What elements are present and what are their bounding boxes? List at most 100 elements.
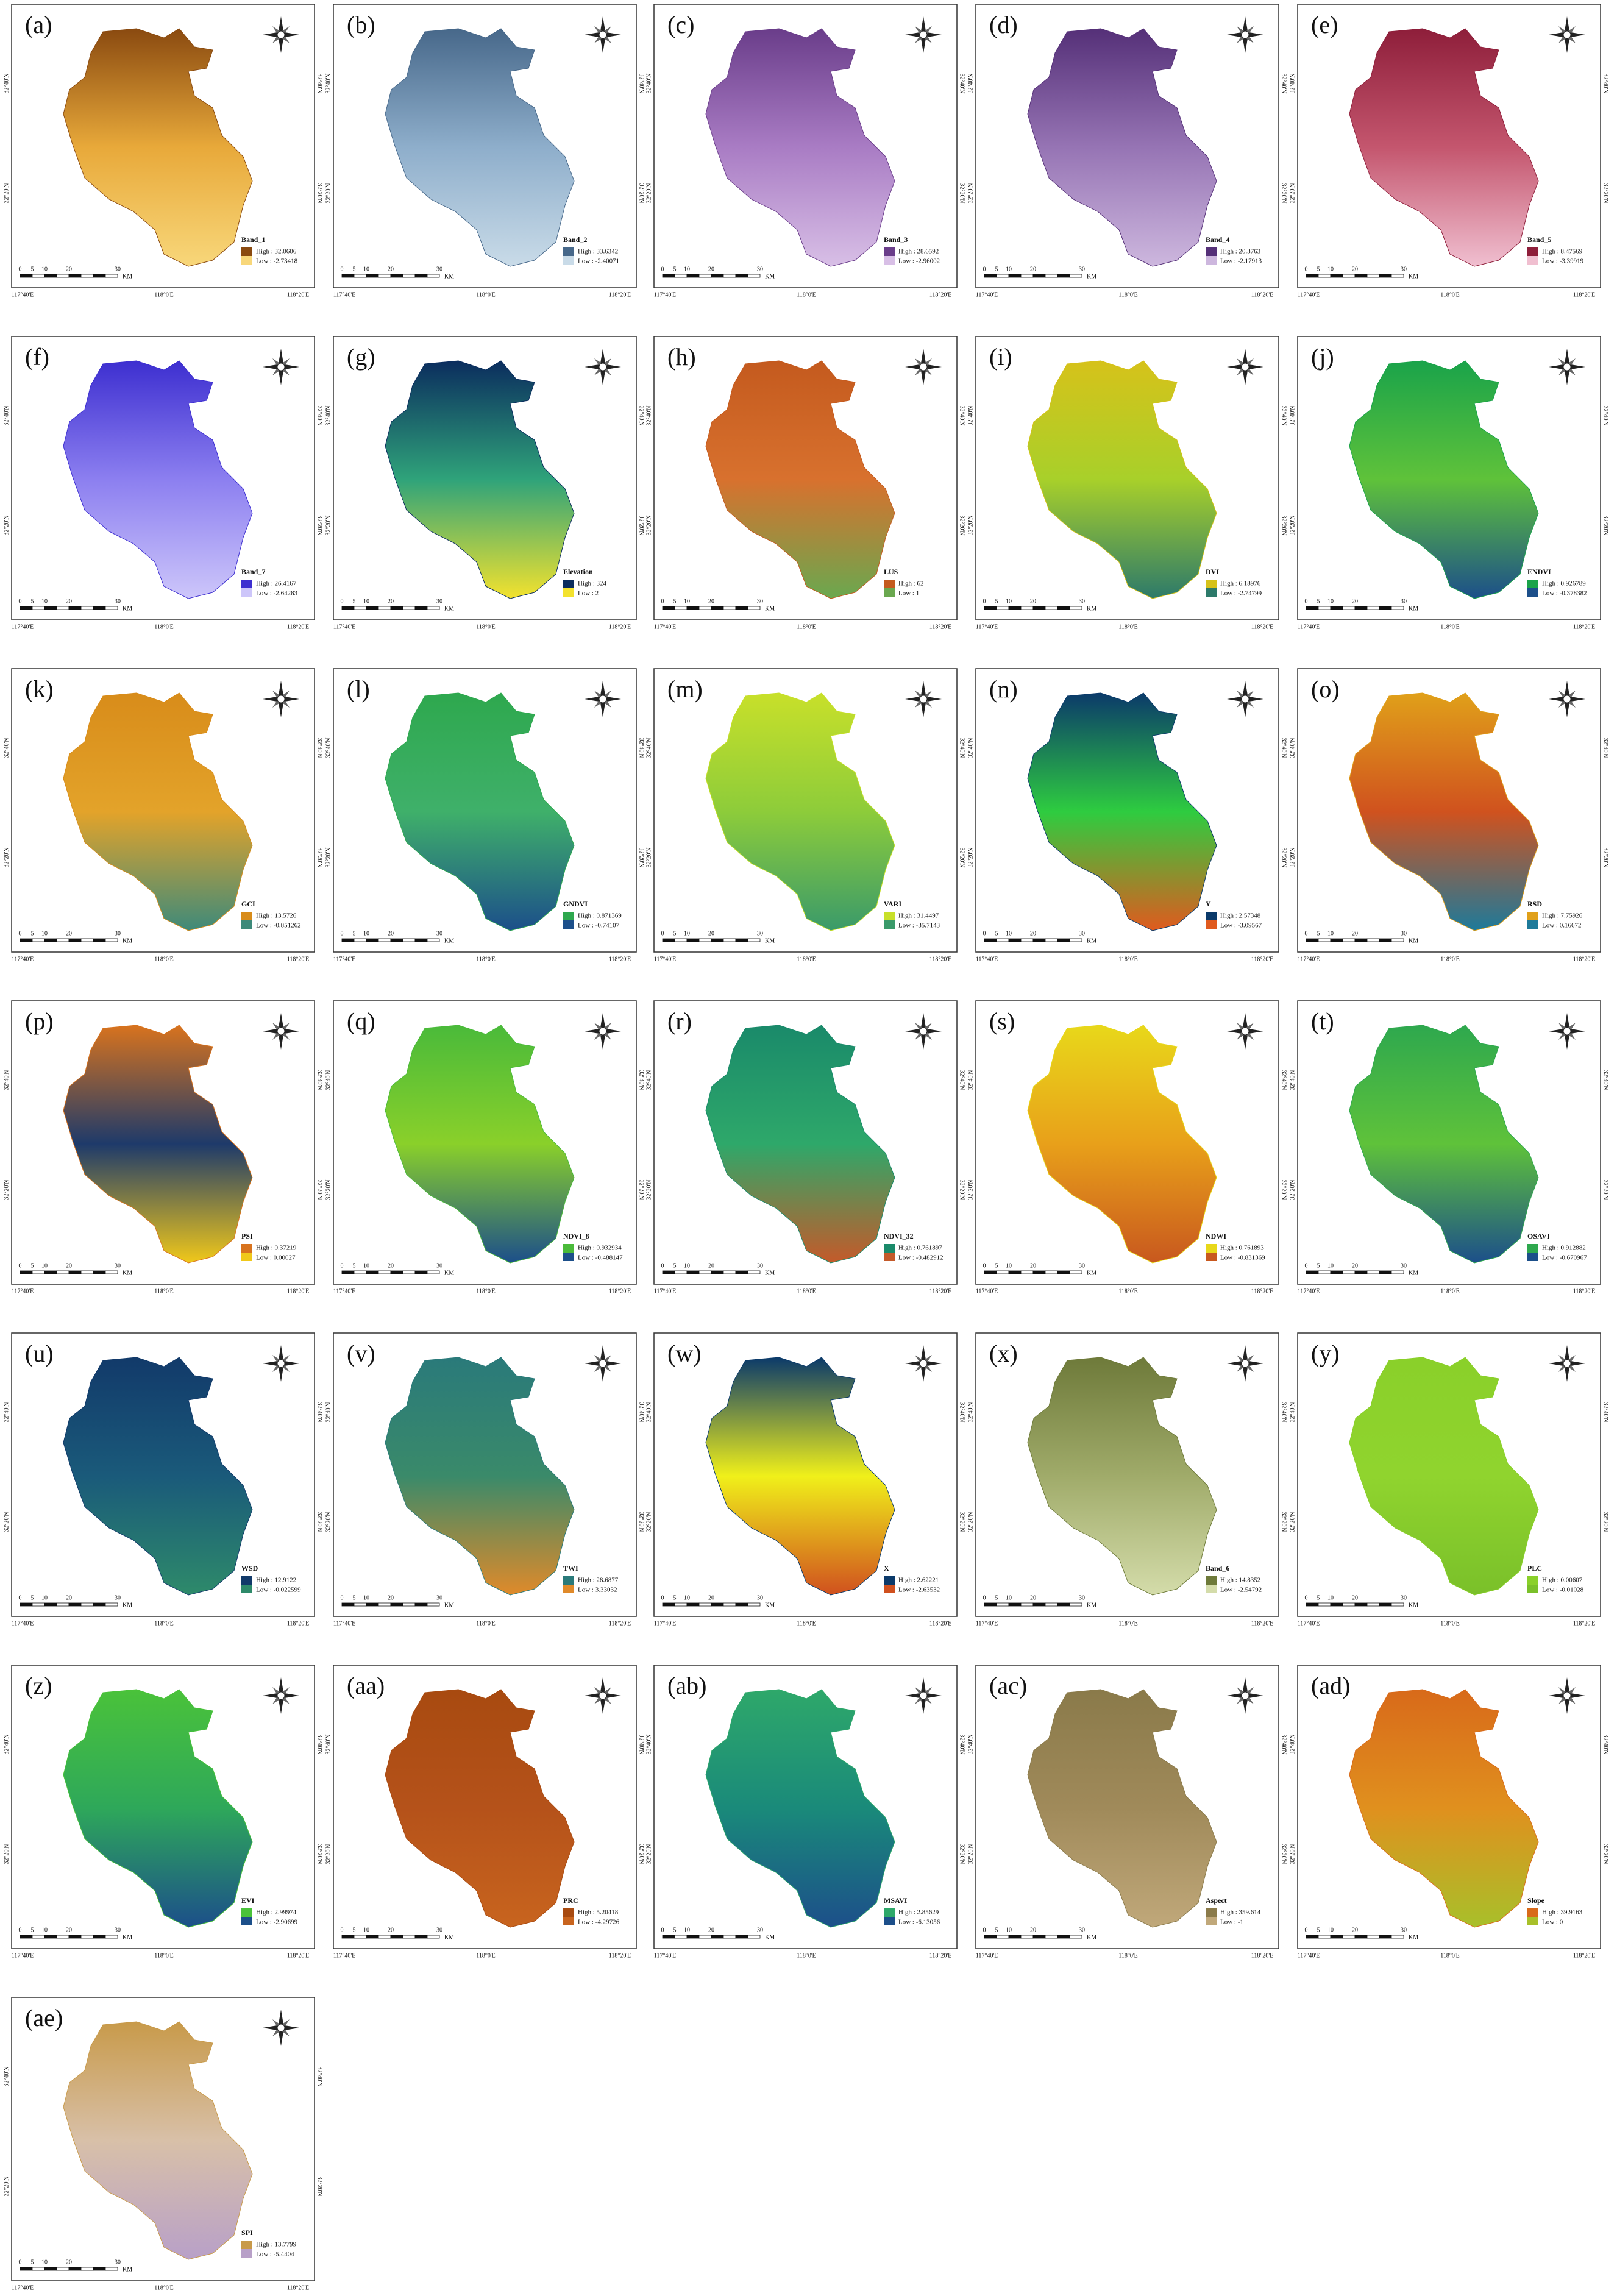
legend-high: High : 0.37219 [256, 1245, 297, 1252]
scale-bar-segment [93, 2267, 106, 2271]
scale-bar-segment [68, 606, 82, 610]
longitude-label: 117°40'E [333, 291, 356, 298]
legend-title: Band_3 [884, 235, 908, 244]
latitude-label: 32°20'N [1602, 515, 1609, 535]
latitude-label: 32°20'N [959, 1844, 965, 1864]
scale-bar-segment [1318, 1935, 1331, 1939]
scale-label: 10 [1006, 266, 1012, 272]
scale-bar-segment [93, 274, 106, 278]
scale-bar-segment [402, 274, 416, 278]
latitude-label: 32°40'N [1289, 1070, 1296, 1090]
scale-label: 20 [1030, 1262, 1036, 1269]
scale-label: 5 [353, 1927, 356, 1933]
scale-bar-segment [1379, 1602, 1392, 1607]
scale-bar-segment [80, 1935, 94, 1939]
panel-label: (l) [347, 675, 370, 703]
longitude-label: 118°0'E [797, 291, 816, 298]
latitude-label: 32°40'N [645, 1070, 652, 1090]
study-area-map [1027, 692, 1217, 931]
panel-label: (j) [1311, 343, 1334, 371]
scale-bar-segment [32, 1935, 45, 1939]
scale-bar-segment [996, 1270, 1009, 1274]
longitude-label: 118°0'E [476, 291, 496, 298]
scale-bar-segment [1391, 938, 1404, 942]
legend-high: High : 359.614 [1220, 1909, 1261, 1916]
legend-swatch-high [563, 1244, 574, 1253]
scale-bar-segment [427, 274, 440, 278]
map-panel: (x) Band_6 High : 14.8352 Low : -2.54792 0 5 1… [967, 1332, 1287, 1627]
scale-label: 0 [1305, 930, 1308, 937]
scale-label: 20 [388, 1927, 394, 1933]
longitude-label: 117°40'E [976, 1620, 998, 1627]
scale-bar-segment [1069, 1602, 1082, 1607]
panel-label: (z) [25, 1672, 52, 1699]
map-panel: (e) Band_5 High : 8.47569 Low : -3.39919 0 5 1… [1289, 4, 1609, 298]
scale-bar-segment [390, 606, 403, 610]
scale-label: KM [1087, 1934, 1096, 1941]
legend-high: High : 5.20418 [578, 1909, 619, 1916]
latitude-label: 32°40'N [1602, 737, 1609, 758]
scale-bar-segment [402, 938, 416, 942]
scale-bar-segment [1008, 938, 1022, 942]
scale-bar-segment [686, 1935, 700, 1939]
scale-bar-segment [723, 1270, 736, 1274]
latitude-label: 32°20'N [645, 183, 652, 203]
scale-label: 5 [995, 930, 998, 937]
scale-label: 5 [673, 930, 677, 937]
scale-bar-segment [105, 1602, 118, 1607]
study-area-map [1349, 692, 1539, 931]
latitude-label: 32°40'N [3, 73, 10, 93]
scale-label: 30 [115, 1262, 121, 1269]
scale-label: 0 [661, 1594, 664, 1601]
latitude-label: 32°40'N [1281, 1402, 1287, 1422]
latitude-label: 32°40'N [325, 405, 332, 425]
scale-bar-segment [32, 606, 45, 610]
latitude-label: 32°20'N [325, 1512, 332, 1532]
longitude-label: 117°40'E [1298, 1288, 1320, 1295]
scale-label: 20 [1030, 266, 1036, 272]
scale-bar-segment [698, 938, 712, 942]
study-area-map [385, 1357, 575, 1596]
legend-high: High : 2.99974 [256, 1909, 297, 1916]
scale-label: 30 [1401, 598, 1407, 605]
scale-bar-segment [402, 1602, 416, 1607]
study-area-map [1349, 28, 1539, 267]
panel-label: (f) [25, 343, 49, 371]
scale-label: 30 [436, 598, 442, 605]
legend-low: Low : 0.16672 [1542, 922, 1581, 929]
legend-swatch-high [563, 1908, 574, 1917]
longitude-label: 117°40'E [976, 956, 998, 962]
scale-bar-segment [354, 274, 367, 278]
scale-label: 5 [353, 1262, 356, 1269]
longitude-label: 118°0'E [1118, 1952, 1138, 1959]
scale-label: 20 [66, 2259, 72, 2266]
longitude-label: 117°40'E [654, 1620, 677, 1627]
latitude-label: 32°40'N [1602, 1402, 1609, 1422]
scale-bar-segment [1366, 1602, 1380, 1607]
scale-label: 10 [1006, 1594, 1012, 1601]
legend-swatch-high [241, 1576, 252, 1585]
scale-bar-segment [1057, 1935, 1070, 1939]
scale-label: 20 [708, 266, 714, 272]
legend-swatch-high [884, 1244, 895, 1253]
legend-low: Low : -0.482912 [898, 1254, 944, 1262]
scale-bar-segment [105, 2267, 118, 2271]
scale-bar-segment [44, 1602, 57, 1607]
scale-bar-segment [44, 606, 57, 610]
scale-bar-segment [1342, 938, 1356, 942]
legend-low: Low : -4.29726 [578, 1919, 620, 1926]
scale-label: 20 [1352, 266, 1358, 272]
legend-swatch-high [884, 1908, 895, 1917]
scale-label: KM [123, 937, 132, 944]
legend-low: Low : -35.7143 [898, 922, 940, 929]
study-area-map [1349, 1025, 1539, 1264]
scale-label: 5 [1317, 930, 1320, 937]
panel-label: (r) [667, 1008, 692, 1035]
scale-bar-segment [1379, 1270, 1392, 1274]
legend-low: Low : -1 [1220, 1919, 1243, 1926]
longitude-label: 118°0'E [1440, 1952, 1460, 1959]
scale-bar-segment [56, 606, 69, 610]
